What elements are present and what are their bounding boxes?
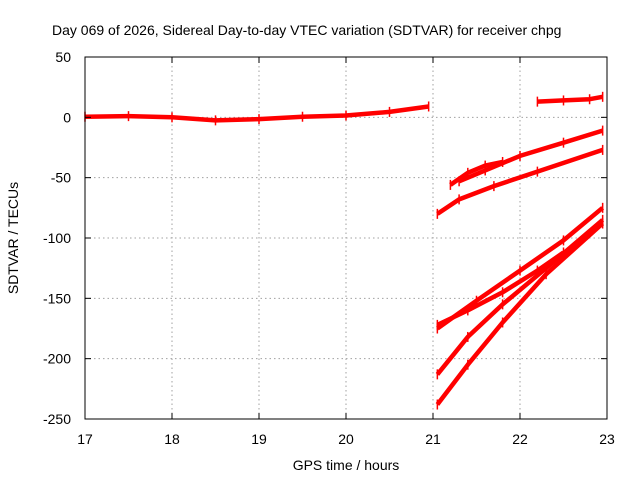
y-tick-label: -200 [43,351,71,367]
grid [85,57,607,419]
axis-ticks: 17 18 19 20 21 22 23 50 0 -50 -100 -150 -200 -250 [43,49,615,447]
x-tick-label: 23 [599,431,615,447]
chart-title: Day 069 of 2026, Sidereal Day-to-day VTE… [52,22,561,38]
x-tick-label: 19 [251,431,267,447]
data-series [84,91,605,410]
y-tick-label: 50 [55,49,71,65]
x-tick-label: 17 [77,431,93,447]
x-tick-label: 21 [425,431,441,447]
x-tick-label: 20 [338,431,354,447]
series-arc-7 [436,250,565,327]
y-tick-label: -250 [43,411,71,427]
x-tick-label: 22 [512,431,528,447]
x-tick-label: 18 [164,431,180,447]
y-tick-label: 0 [63,109,71,125]
series-arc-1 [84,104,429,123]
y-tick-label: -50 [51,170,71,186]
y-tick-label: -150 [43,290,71,306]
x-axis-label: GPS time / hours [293,457,400,473]
y-tick-label: -100 [43,230,71,246]
series-arc-2 [537,94,604,104]
y-axis-label: SDTVAR / TECUs [5,182,21,294]
